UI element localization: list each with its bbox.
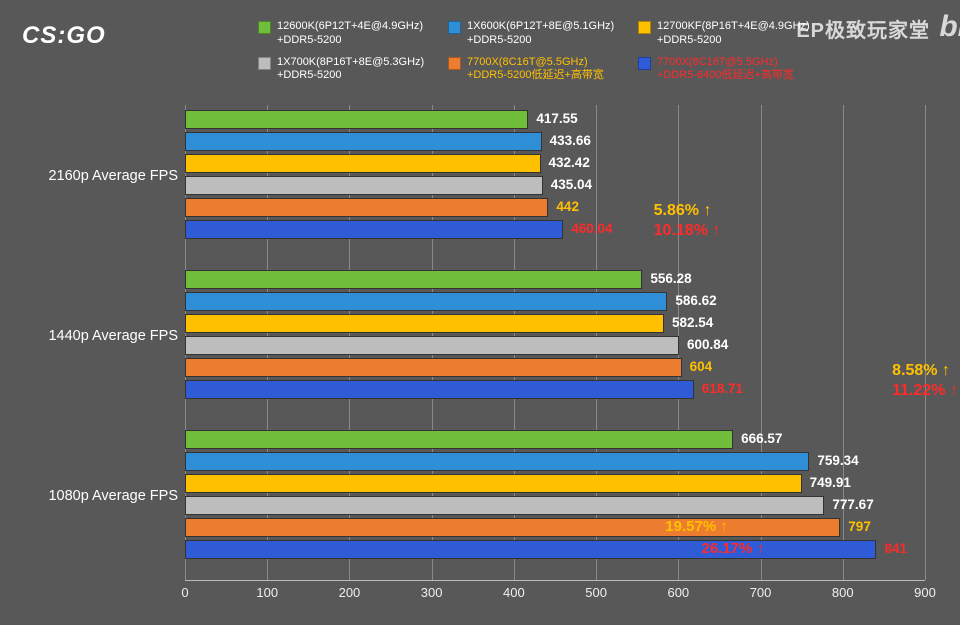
bar bbox=[185, 270, 642, 289]
legend-swatch bbox=[638, 57, 651, 70]
legend-swatch bbox=[638, 21, 651, 34]
legend-text: 7700X(8C16T@5.5GHz)+DDR5-6400低延迟+高带宽 bbox=[657, 56, 794, 84]
inline-annotation: 19.57% ↑ bbox=[665, 518, 728, 535]
legend-item: 1X700K(8P16T+8E@5.3GHz)+DDR5-5200 bbox=[258, 56, 438, 84]
legend: 12600K(6P12T+4E@4.9GHz)+DDR5-5200 1X600K(… bbox=[258, 20, 818, 83]
category-label: 1080p Average FPS bbox=[8, 488, 178, 504]
legend-swatch bbox=[448, 57, 461, 70]
bar-value-label: 586.62 bbox=[675, 293, 716, 308]
x-tick-label: 900 bbox=[914, 585, 936, 600]
bar bbox=[185, 518, 840, 537]
bar-value-label: 433.66 bbox=[550, 133, 591, 148]
bar-value-label: 841 bbox=[884, 541, 907, 556]
x-tick-label: 100 bbox=[256, 585, 278, 600]
bar-value-label: 604 bbox=[690, 359, 713, 374]
inline-annotation: 26.17% ↑ bbox=[701, 540, 764, 557]
bar-value-label: 797 bbox=[848, 519, 871, 534]
chart-title: CS:GO bbox=[22, 22, 106, 50]
bar-value-label: 777.67 bbox=[832, 497, 873, 512]
bar bbox=[185, 292, 667, 311]
x-tick-label: 300 bbox=[421, 585, 443, 600]
legend-swatch bbox=[258, 21, 271, 34]
x-tick-label: 800 bbox=[832, 585, 854, 600]
bar bbox=[185, 198, 548, 217]
legend-text: 12700KF(8P16T+4E@4.9GHz)+DDR5-5200 bbox=[657, 20, 810, 48]
bar-value-label: 618.71 bbox=[702, 381, 743, 396]
bar bbox=[185, 336, 679, 355]
x-tick-label: 0 bbox=[181, 585, 188, 600]
category-label: 1440p Average FPS bbox=[8, 328, 178, 344]
bar bbox=[185, 496, 824, 515]
legend-item: 12700KF(8P16T+4E@4.9GHz)+DDR5-5200 bbox=[638, 20, 818, 48]
bar-value-label: 442 bbox=[556, 199, 579, 214]
bar bbox=[185, 176, 543, 195]
legend-item: 12600K(6P12T+4E@4.9GHz)+DDR5-5200 bbox=[258, 20, 438, 48]
bar-value-label: 759.34 bbox=[817, 453, 858, 468]
bar-value-label: 600.84 bbox=[687, 337, 728, 352]
legend-item: 7700X(8C16T@5.5GHz)+DDR5-5200低延迟+高带宽 bbox=[448, 56, 628, 84]
x-tick-label: 600 bbox=[667, 585, 689, 600]
legend-text: 1X700K(8P16T+8E@5.3GHz)+DDR5-5200 bbox=[277, 56, 424, 84]
legend-text: 7700X(8C16T@5.5GHz)+DDR5-5200低延迟+高带宽 bbox=[467, 56, 604, 84]
bar bbox=[185, 452, 809, 471]
legend-swatch bbox=[258, 57, 271, 70]
bar-value-label: 666.57 bbox=[741, 431, 782, 446]
bar bbox=[185, 380, 694, 399]
x-tick-label: 400 bbox=[503, 585, 525, 600]
bar bbox=[185, 474, 802, 493]
legend-text: 12600K(6P12T+4E@4.9GHz)+DDR5-5200 bbox=[277, 20, 423, 48]
bar-value-label: 417.55 bbox=[536, 111, 577, 126]
legend-text: 1X600K(6P12T+8E@5.1GHz)+DDR5-5200 bbox=[467, 20, 614, 48]
x-tick-label: 500 bbox=[585, 585, 607, 600]
bar bbox=[185, 540, 876, 559]
legend-item: 1X600K(6P12T+8E@5.1GHz)+DDR5-5200 bbox=[448, 20, 628, 48]
bar bbox=[185, 430, 733, 449]
bar-value-label: 556.28 bbox=[650, 271, 691, 286]
bar bbox=[185, 358, 682, 377]
bar-value-label: 460.04 bbox=[571, 221, 612, 236]
legend-item: 7700X(8C16T@5.5GHz)+DDR5-6400低延迟+高带宽 bbox=[638, 56, 818, 84]
x-axis bbox=[185, 580, 925, 581]
x-tick-label: 700 bbox=[750, 585, 772, 600]
bar-value-label: 582.54 bbox=[672, 315, 713, 330]
bar-value-label: 432.42 bbox=[549, 155, 590, 170]
bar-value-label: 749.91 bbox=[810, 475, 851, 490]
bar bbox=[185, 314, 664, 333]
category-label: 2160p Average FPS bbox=[8, 168, 178, 184]
bar-value-label: 435.04 bbox=[551, 177, 592, 192]
annotation: 5.86% ↑ bbox=[654, 202, 712, 220]
annotation: 10.18% ↑ bbox=[654, 222, 721, 240]
x-tick-label: 200 bbox=[339, 585, 361, 600]
watermark-logo: bi bbox=[939, 10, 960, 44]
gridline bbox=[925, 105, 926, 580]
bar bbox=[185, 110, 528, 129]
annotation: 11.22% ↑ bbox=[892, 382, 958, 400]
bar bbox=[185, 220, 563, 239]
legend-swatch bbox=[448, 21, 461, 34]
annotation: 8.58% ↑ bbox=[892, 362, 950, 380]
bar bbox=[185, 132, 542, 151]
bar bbox=[185, 154, 541, 173]
